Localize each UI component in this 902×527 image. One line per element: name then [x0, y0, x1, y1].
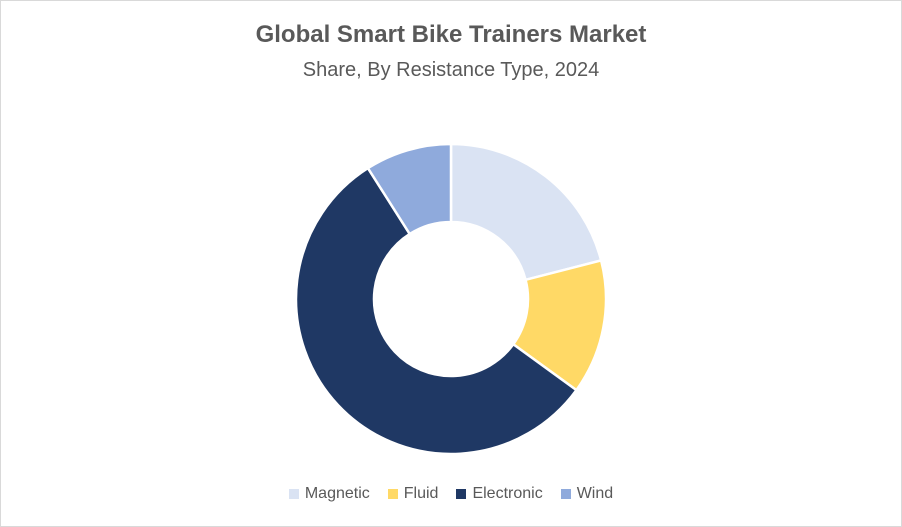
legend-swatch-fluid — [387, 489, 398, 499]
legend-swatch-wind — [560, 489, 571, 499]
chart-title: Global Smart Bike Trainers Market — [255, 21, 647, 48]
legend-item-wind: Wind — [560, 485, 614, 503]
slice-electronic — [294, 166, 579, 456]
legend-label-fluid: Fluid — [403, 485, 439, 502]
legend-swatch-electronic — [456, 489, 467, 499]
legend-item-fluid: Fluid — [387, 485, 439, 503]
legend-item-magnetic: Magnetic — [288, 485, 370, 503]
legend: Magnetic Fluid Electronic Wind — [1, 485, 901, 503]
legend-swatch-magnetic — [288, 489, 299, 499]
chart-subtitle: Share, By Resistance Type, 2024 — [302, 59, 600, 81]
legend-label-wind: Wind — [576, 485, 614, 502]
legend-label-electronic: Electronic — [472, 485, 543, 502]
slice-magnetic — [449, 142, 603, 282]
legend-item-electronic: Electronic — [456, 485, 543, 503]
legend-label-magnetic: Magnetic — [304, 485, 370, 502]
slice-wind — [366, 142, 453, 236]
